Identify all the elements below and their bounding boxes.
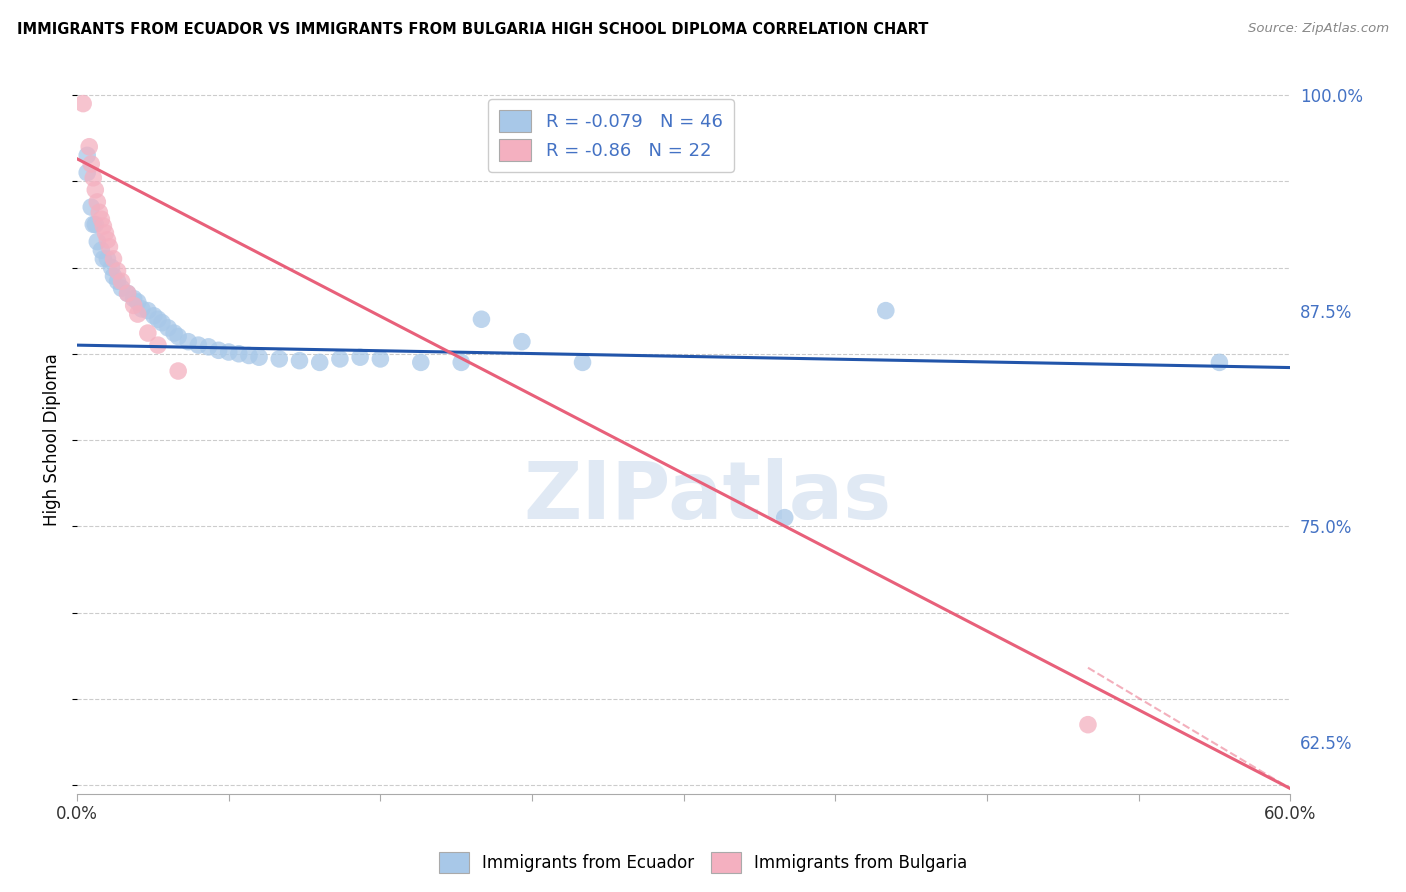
Point [80, 200, 103, 214]
Point [98, 240, 121, 254]
Point [76, 148, 98, 162]
Point [150, 316, 173, 330]
Point [117, 286, 139, 301]
Point [110, 274, 132, 288]
Point [80, 157, 103, 171]
Point [86, 194, 108, 209]
Point [94, 226, 117, 240]
Point [308, 355, 330, 369]
Point [127, 295, 149, 310]
Point [167, 364, 190, 378]
Point [103, 252, 125, 266]
Point [269, 351, 291, 366]
Point [875, 303, 897, 318]
Point [247, 350, 270, 364]
Point [136, 303, 159, 318]
Point [218, 345, 240, 359]
Point [107, 264, 129, 278]
Point [370, 351, 392, 366]
Point [177, 334, 200, 349]
Point [77, 140, 100, 154]
Point [93, 219, 115, 233]
Point [167, 329, 190, 343]
Point [93, 252, 115, 266]
Point [100, 260, 122, 275]
Point [122, 292, 145, 306]
Point [110, 281, 132, 295]
Point [103, 269, 125, 284]
Point [228, 347, 250, 361]
Point [146, 312, 169, 326]
Point [197, 340, 219, 354]
Point [571, 355, 593, 369]
Point [163, 326, 186, 340]
Point [146, 338, 169, 352]
Point [72, 96, 94, 111]
Point [136, 326, 159, 340]
Point [1077, 717, 1099, 731]
Point [450, 355, 472, 369]
Point [107, 274, 129, 288]
Point [510, 334, 533, 349]
Point [187, 338, 209, 352]
Point [157, 321, 180, 335]
Point [238, 349, 260, 363]
Point [131, 301, 153, 316]
Legend: Immigrants from Ecuador, Immigrants from Bulgaria: Immigrants from Ecuador, Immigrants from… [432, 846, 974, 880]
Point [84, 183, 107, 197]
Point [1208, 355, 1230, 369]
Point [90, 212, 112, 227]
Point [82, 170, 104, 185]
Point [288, 353, 311, 368]
Text: Source: ZipAtlas.com: Source: ZipAtlas.com [1249, 22, 1389, 36]
Point [86, 235, 108, 249]
Point [207, 343, 229, 358]
Point [142, 309, 165, 323]
Point [76, 166, 98, 180]
Point [470, 312, 492, 326]
Text: IMMIGRANTS FROM ECUADOR VS IMMIGRANTS FROM BULGARIA HIGH SCHOOL DIPLOMA CORRELAT: IMMIGRANTS FROM ECUADOR VS IMMIGRANTS FR… [17, 22, 928, 37]
Point [82, 218, 104, 232]
Point [349, 350, 371, 364]
Point [84, 218, 107, 232]
Point [90, 244, 112, 258]
Point [96, 233, 118, 247]
Point [329, 351, 352, 366]
Point [117, 286, 139, 301]
Text: ZIPatlas: ZIPatlas [524, 458, 891, 535]
Point [127, 307, 149, 321]
Point [773, 510, 796, 524]
Legend: R = -0.079   N = 46, R = -0.86   N = 22: R = -0.079 N = 46, R = -0.86 N = 22 [488, 99, 734, 172]
Point [409, 355, 432, 369]
Y-axis label: High School Diploma: High School Diploma [44, 353, 60, 526]
Point [89, 205, 111, 219]
Point [122, 298, 145, 312]
Point [96, 252, 118, 266]
